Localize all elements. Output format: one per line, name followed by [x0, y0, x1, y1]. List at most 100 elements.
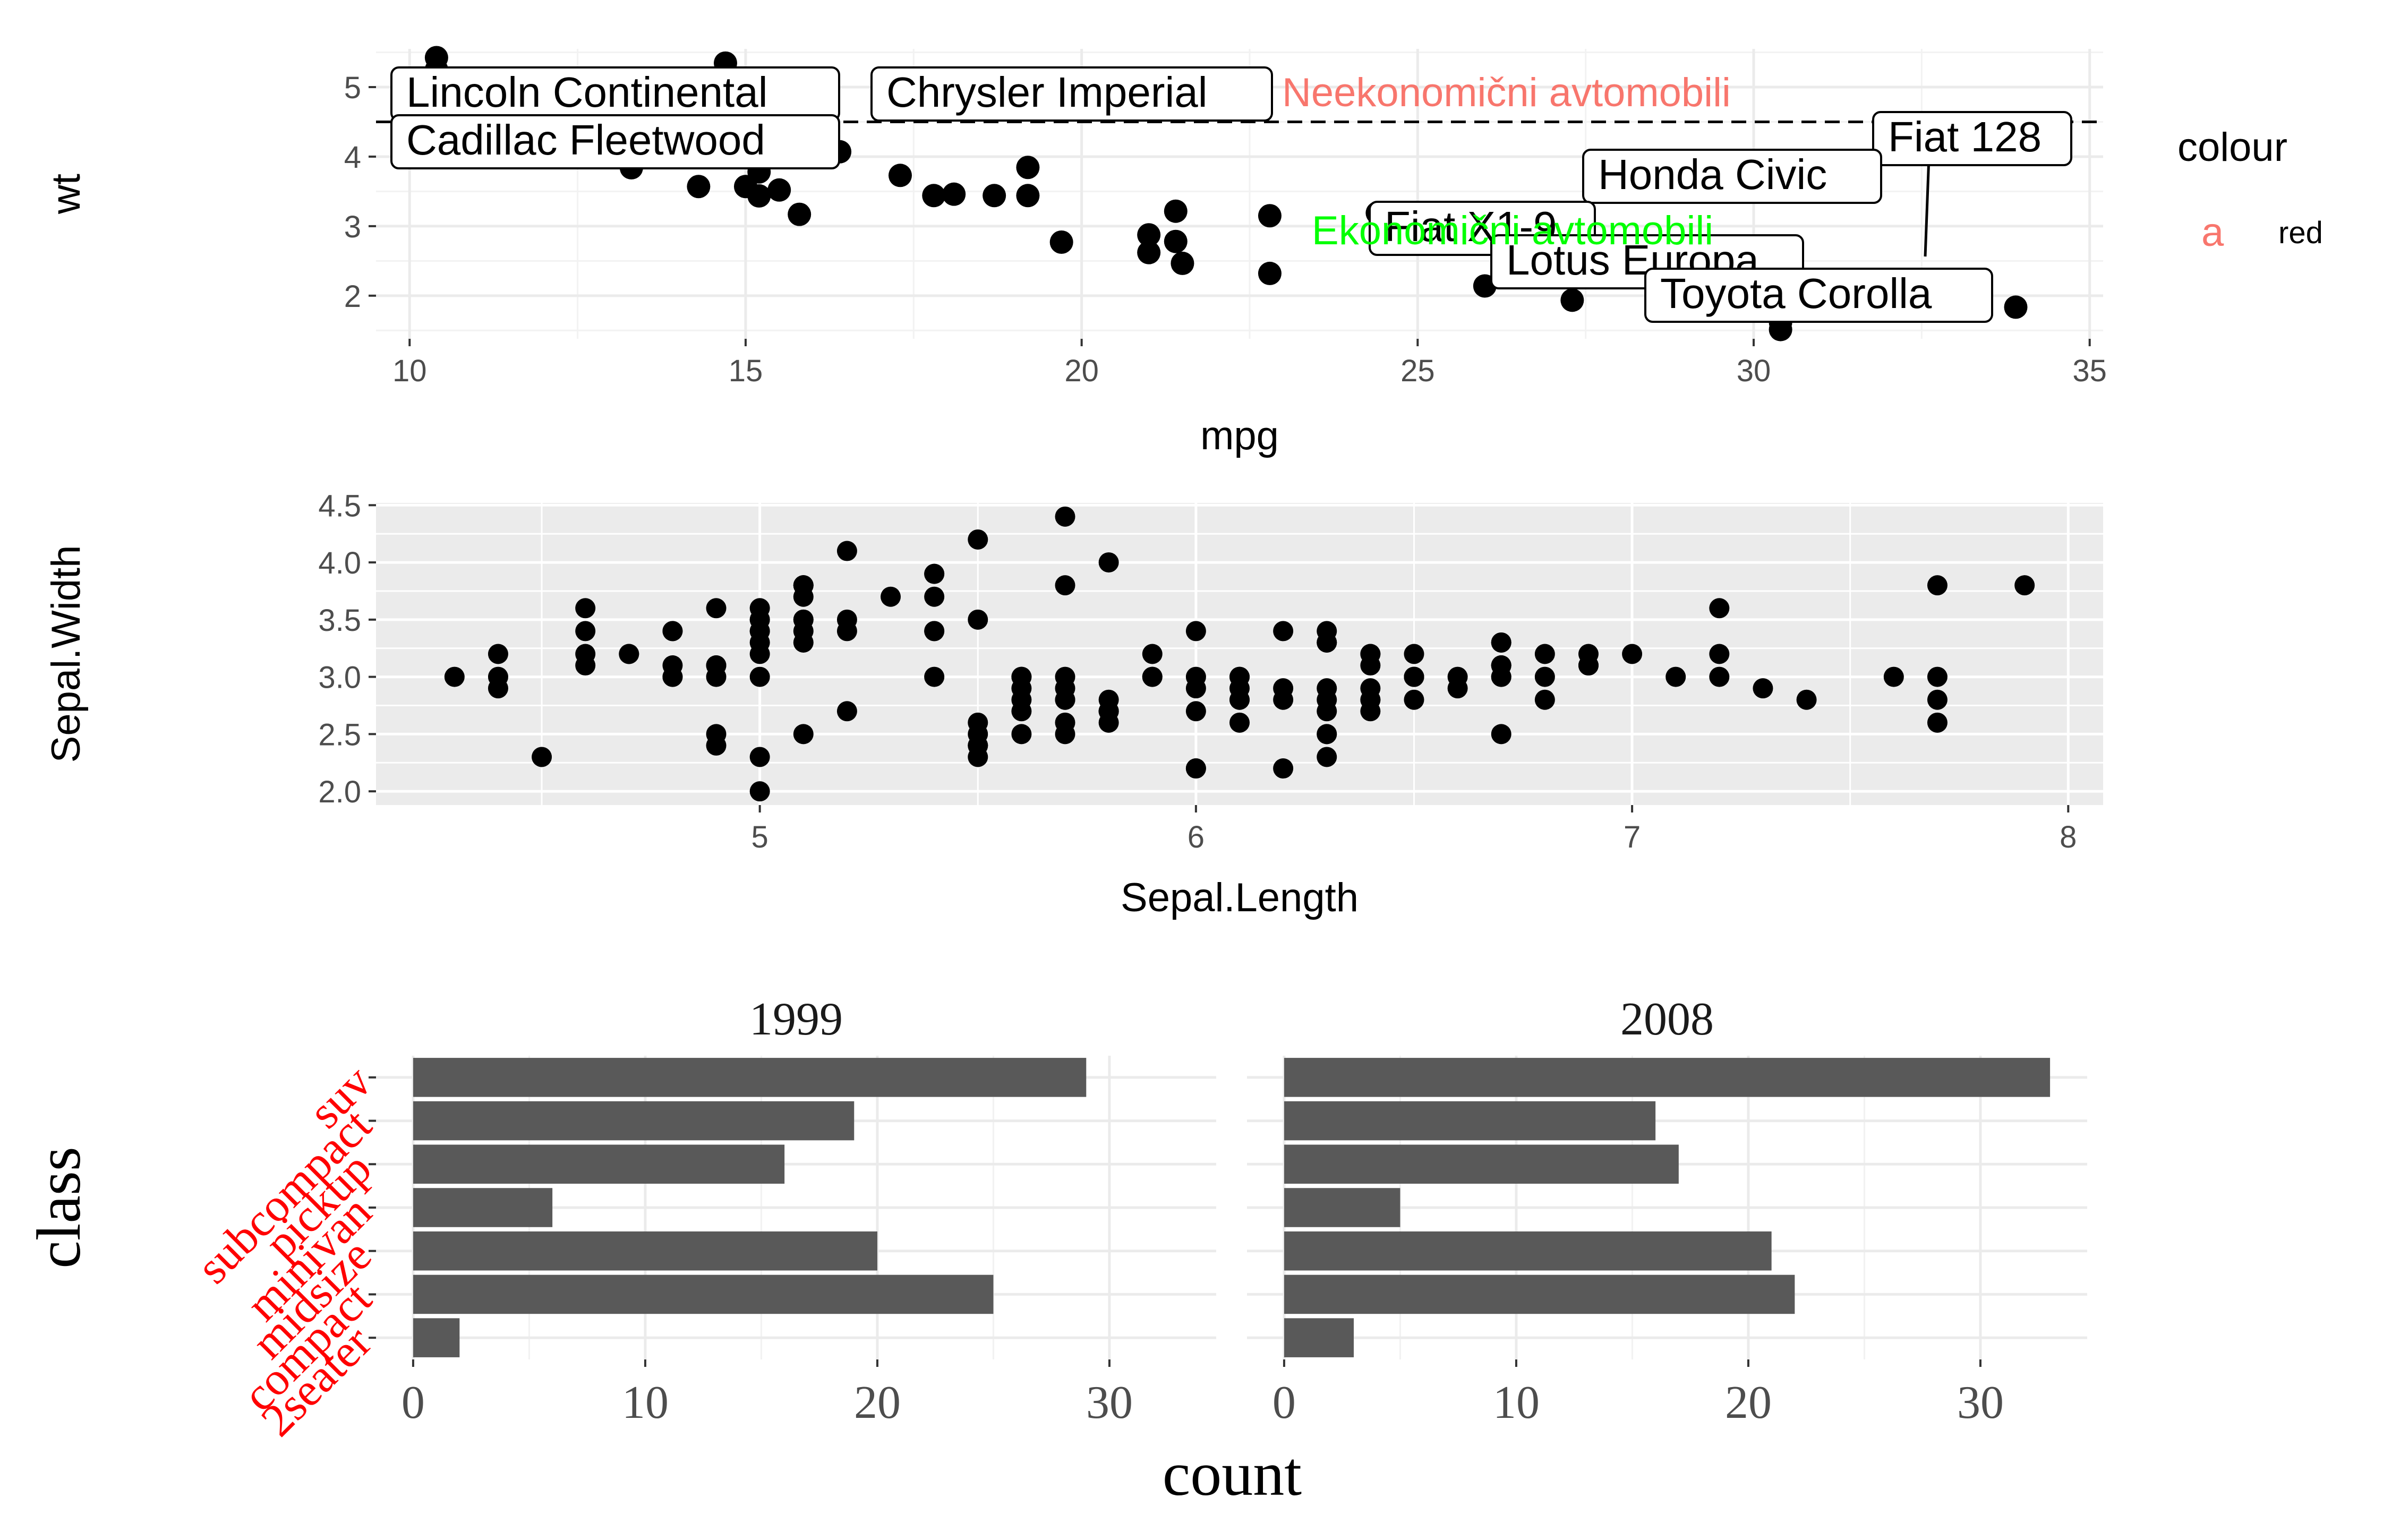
panel2-point — [1491, 632, 1511, 653]
panel2-point — [575, 598, 596, 619]
panel1-point — [1171, 251, 1194, 275]
panel1-annotation-economic: Ekonomični avtomobili — [1312, 208, 1713, 253]
panel2-point — [836, 541, 857, 561]
panel2-point — [968, 712, 988, 733]
panel1-point — [687, 175, 711, 199]
panel1-label-box — [1644, 268, 1993, 323]
panel2-point — [749, 781, 770, 802]
panel2-point — [1317, 689, 1337, 710]
panel3-tick-label-x: 30 — [1086, 1377, 1133, 1428]
panel3-bar — [1284, 1274, 1795, 1314]
panel1-point-label: Lincoln Continental — [406, 69, 767, 116]
panel3-facet-title: 2008 — [1620, 994, 1714, 1045]
panel1-point — [1137, 223, 1161, 247]
panel2-point — [1142, 666, 1163, 687]
panel1-label-box — [1872, 111, 2072, 166]
panel2-point — [1185, 666, 1206, 687]
panel2-tick-label-y: 2.0 — [318, 775, 361, 809]
panel1-point — [1258, 204, 1282, 228]
panel3-bar — [1284, 1101, 1656, 1141]
panel2-point — [1055, 506, 1075, 527]
panel3-facet-title: 1999 — [749, 994, 843, 1045]
panel1-tick-label-y: 2 — [344, 279, 361, 314]
panel1-x-axis-title: mpg — [1200, 413, 1279, 458]
text-layer: 10 15 20 25 30 35 2 3 4 5 Neekonomični avtomobili E… — [24, 70, 2323, 1509]
panel2-point — [1491, 666, 1511, 687]
panel2-point — [1360, 655, 1381, 676]
panel2-point — [749, 609, 770, 630]
panel1-tick-label-x: 25 — [1400, 354, 1435, 388]
panel2-point — [1927, 689, 1948, 710]
panel1-tick-label-y: 4 — [344, 140, 361, 175]
panel2-point — [1317, 724, 1337, 745]
panel2-point — [793, 724, 814, 745]
panel3-bar — [413, 1274, 994, 1314]
panel2-point — [1317, 747, 1337, 767]
panel3-tick-label-x: 10 — [622, 1377, 669, 1428]
panel1-legend-title: colour — [2177, 125, 2287, 170]
panel2-point — [1622, 644, 1643, 664]
panel2-point — [1447, 666, 1468, 687]
panel2-point — [793, 621, 814, 641]
panel1-tick-label-x: 10 — [392, 354, 427, 388]
panel2-point — [662, 621, 683, 641]
panel1-point-label: Toyota Corolla — [1660, 270, 1932, 317]
panel2-point — [1927, 575, 1948, 596]
panel2-tick-label-x: 5 — [751, 820, 768, 854]
panel3-bar — [413, 1101, 855, 1141]
panel1-point — [733, 175, 757, 199]
panel2-point — [1011, 724, 1032, 745]
panel2-point — [1534, 644, 1555, 664]
panel1-label-box — [1582, 149, 1882, 204]
panel3-tick-label-x: 10 — [1493, 1377, 1540, 1428]
panel1-point — [424, 46, 448, 70]
panel2-tick-label-y: 4.0 — [318, 546, 361, 580]
panel2-tick-label-x: 7 — [1624, 820, 1641, 854]
panel1-point — [1137, 241, 1161, 264]
panel2-tick-label-x: 8 — [2060, 820, 2077, 854]
panel2-point — [1404, 666, 1424, 687]
panel2-point — [1491, 724, 1511, 745]
panel2-tick-label-x: 6 — [1188, 820, 1205, 854]
panel2-point — [1404, 644, 1424, 664]
panel3-bar — [413, 1144, 785, 1184]
panel2-point — [1317, 621, 1337, 641]
panel2-point — [1534, 666, 1555, 687]
panel1-tick-label-x: 30 — [1737, 354, 1771, 388]
panel2-point — [924, 563, 945, 584]
panel3-bar — [1284, 1144, 1679, 1184]
panel2-point — [924, 586, 945, 607]
panel2-point — [662, 666, 683, 687]
panel1-tick-label-x: 20 — [1064, 354, 1099, 388]
panel2-point — [924, 621, 945, 641]
panel2-tick-label-y: 4.5 — [318, 489, 361, 523]
panel1-point-label: Honda Civic — [1598, 151, 1827, 198]
panel1-point — [767, 178, 791, 202]
panel2-point — [488, 666, 508, 687]
panel-backgrounds — [376, 503, 2103, 805]
panel1-point — [983, 184, 1006, 208]
panel2-background — [376, 503, 2103, 805]
panel1-point-label: Chrysler Imperial — [886, 69, 1208, 116]
panel3-tick-label-x: 0 — [1272, 1377, 1296, 1428]
panel2-point — [444, 666, 465, 687]
panel1-point — [1164, 229, 1188, 253]
panel1-tick-label-y: 3 — [344, 210, 361, 244]
panel1-y-axis-title: wt — [44, 174, 89, 215]
panel1-point — [1164, 199, 1188, 223]
panel2-point — [619, 644, 639, 664]
panel2-point — [1098, 701, 1119, 722]
panel2-point — [1665, 666, 1686, 687]
panel2-point — [1709, 644, 1730, 664]
panel1-point — [1258, 261, 1282, 285]
panel3-tick-label-x: 0 — [402, 1377, 425, 1428]
panel1-point-label: Cadillac Fleetwood — [406, 116, 765, 164]
panel2-point — [793, 575, 814, 596]
panel1-point — [1016, 156, 1040, 179]
panel3-tick-label-x: 20 — [1725, 1377, 1772, 1428]
panel2-point — [1404, 689, 1424, 710]
panel1-label-box — [390, 114, 840, 169]
panel2-point — [968, 609, 988, 630]
panel1-tick-label-x: 35 — [2072, 354, 2107, 388]
